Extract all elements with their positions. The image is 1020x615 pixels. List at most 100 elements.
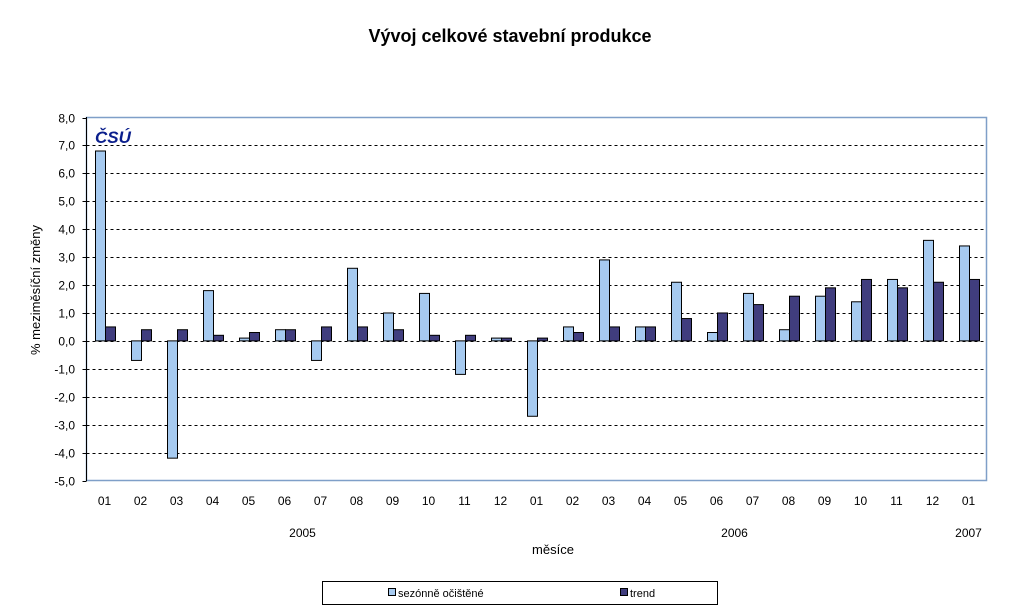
y-axis-label: % meziměsíční změny (28, 224, 43, 355)
x-tick-label: 06 (710, 494, 724, 508)
x-tick-label: 02 (134, 494, 148, 508)
legend-swatch-trend (620, 588, 628, 596)
bar-trend (609, 326, 620, 342)
bar-seasonal (491, 337, 502, 342)
x-tick-label: 07 (746, 494, 760, 508)
year-labels: 2005 2006 2007 (289, 526, 982, 540)
x-tick-label: 05 (674, 494, 688, 508)
x-tick-label: 11 (890, 494, 903, 508)
bar-trend (717, 312, 728, 342)
bar-seasonal (347, 267, 358, 342)
plot-area (85, 116, 988, 482)
y-tick-label: 8,0 (58, 112, 75, 126)
x-tick-label: 03 (602, 494, 616, 508)
x-tick-label: 03 (170, 494, 184, 508)
x-tick-label: 08 (782, 494, 796, 508)
x-tick-label: 06 (278, 494, 292, 508)
x-tick-label: 04 (206, 494, 220, 508)
bar-trend (285, 329, 296, 342)
bar-seasonal (959, 245, 970, 342)
x-tick-labels: 01 02 03 04 05 06 07 08 09 10 11 12 01 02 03 04 05 06 07 08… (98, 494, 976, 508)
x-tick-label: 01 (962, 494, 976, 508)
x-tick-label: 09 (386, 494, 400, 508)
bar-trend (753, 304, 764, 342)
legend-label-seasonal: sezónně očištěné (398, 588, 484, 600)
bar-trend (321, 326, 332, 342)
bar-seasonal (779, 329, 790, 342)
x-tick-label: 12 (926, 494, 940, 508)
bar-seasonal (239, 337, 250, 342)
bar-trend (501, 337, 512, 342)
bar-seasonal (599, 259, 610, 342)
y-tick-label: -3,0 (54, 419, 75, 433)
bar-trend (429, 334, 440, 342)
x-tick-label: 01 (530, 494, 544, 508)
bar-seasonal (455, 340, 466, 375)
bar-seasonal (887, 278, 898, 342)
bar-trend (537, 337, 548, 342)
bar-trend (861, 278, 872, 342)
y-tick-label: 4,0 (58, 223, 75, 237)
y-tick-label: -2,0 (54, 391, 75, 405)
bar-trend (897, 287, 908, 342)
x-tick-label: 05 (242, 494, 256, 508)
bar-trend (573, 332, 584, 342)
x-tick-label: 11 (458, 494, 471, 508)
y-tick-label: 5,0 (58, 195, 75, 209)
y-tick-labels: -5,0 -4,0 -3,0 -2,0 -1,0 0,0 1,0 2,0 3,0 4,0 5,0 6,… (54, 112, 75, 489)
bar-seasonal (275, 329, 286, 342)
bar-trend (105, 326, 116, 342)
bar-seasonal (671, 281, 682, 342)
csu-logo: ČSÚ (95, 128, 132, 147)
bar-seasonal (743, 292, 754, 342)
bar-trend (213, 334, 224, 342)
y-tick-label: 0,0 (58, 335, 75, 349)
y-tick-label: -5,0 (54, 475, 75, 489)
bar-seasonal (167, 340, 178, 459)
x-tick-label: 04 (638, 494, 652, 508)
bar-seasonal (815, 295, 826, 342)
y-tick-label: -4,0 (54, 447, 75, 461)
gridlines (82, 118, 987, 482)
y-tick-label: 3,0 (58, 251, 75, 265)
bar-trend (177, 329, 188, 342)
chart-title: Vývoj celkové stavební produkce (368, 26, 651, 46)
x-tick-label: 10 (422, 494, 436, 508)
x-axis-label: měsíce (532, 542, 574, 557)
bar-trend (933, 281, 944, 342)
x-tick-label: 01 (98, 494, 112, 508)
x-tick-label: 08 (350, 494, 364, 508)
bar-trend (465, 334, 476, 342)
y-tick-label: -1,0 (54, 363, 75, 377)
x-tick-label: 02 (566, 494, 580, 508)
x-tick-label: 07 (314, 494, 328, 508)
bar-trend (249, 332, 260, 342)
x-tick-label: 10 (854, 494, 868, 508)
bar-seasonal (635, 326, 646, 342)
bar-trend (357, 326, 368, 342)
y-tick-label: 7,0 (58, 139, 75, 153)
legend-label-trend: trend (630, 588, 655, 600)
bar-trend (969, 278, 980, 342)
bar-seasonal (203, 290, 214, 342)
bar-trend (141, 329, 152, 342)
year-label: 2007 (955, 526, 982, 540)
bar-seasonal (923, 239, 934, 342)
year-label: 2005 (289, 526, 316, 540)
year-label: 2006 (721, 526, 748, 540)
bar-trend (789, 295, 800, 342)
legend-swatch-seasonal (388, 588, 396, 596)
bar-seasonal (419, 292, 430, 342)
bars (95, 150, 980, 459)
bar-seasonal (131, 340, 142, 361)
y-tick-label: 2,0 (58, 279, 75, 293)
y-tick-label: 1,0 (58, 307, 75, 321)
legend: sezónně očištěné trend (322, 581, 718, 605)
bar-trend (645, 326, 656, 342)
legend-box (322, 581, 718, 605)
bar-seasonal (563, 326, 574, 342)
x-tick-label: 12 (494, 494, 508, 508)
bar-seasonal (707, 332, 718, 342)
bar-trend (393, 329, 404, 342)
